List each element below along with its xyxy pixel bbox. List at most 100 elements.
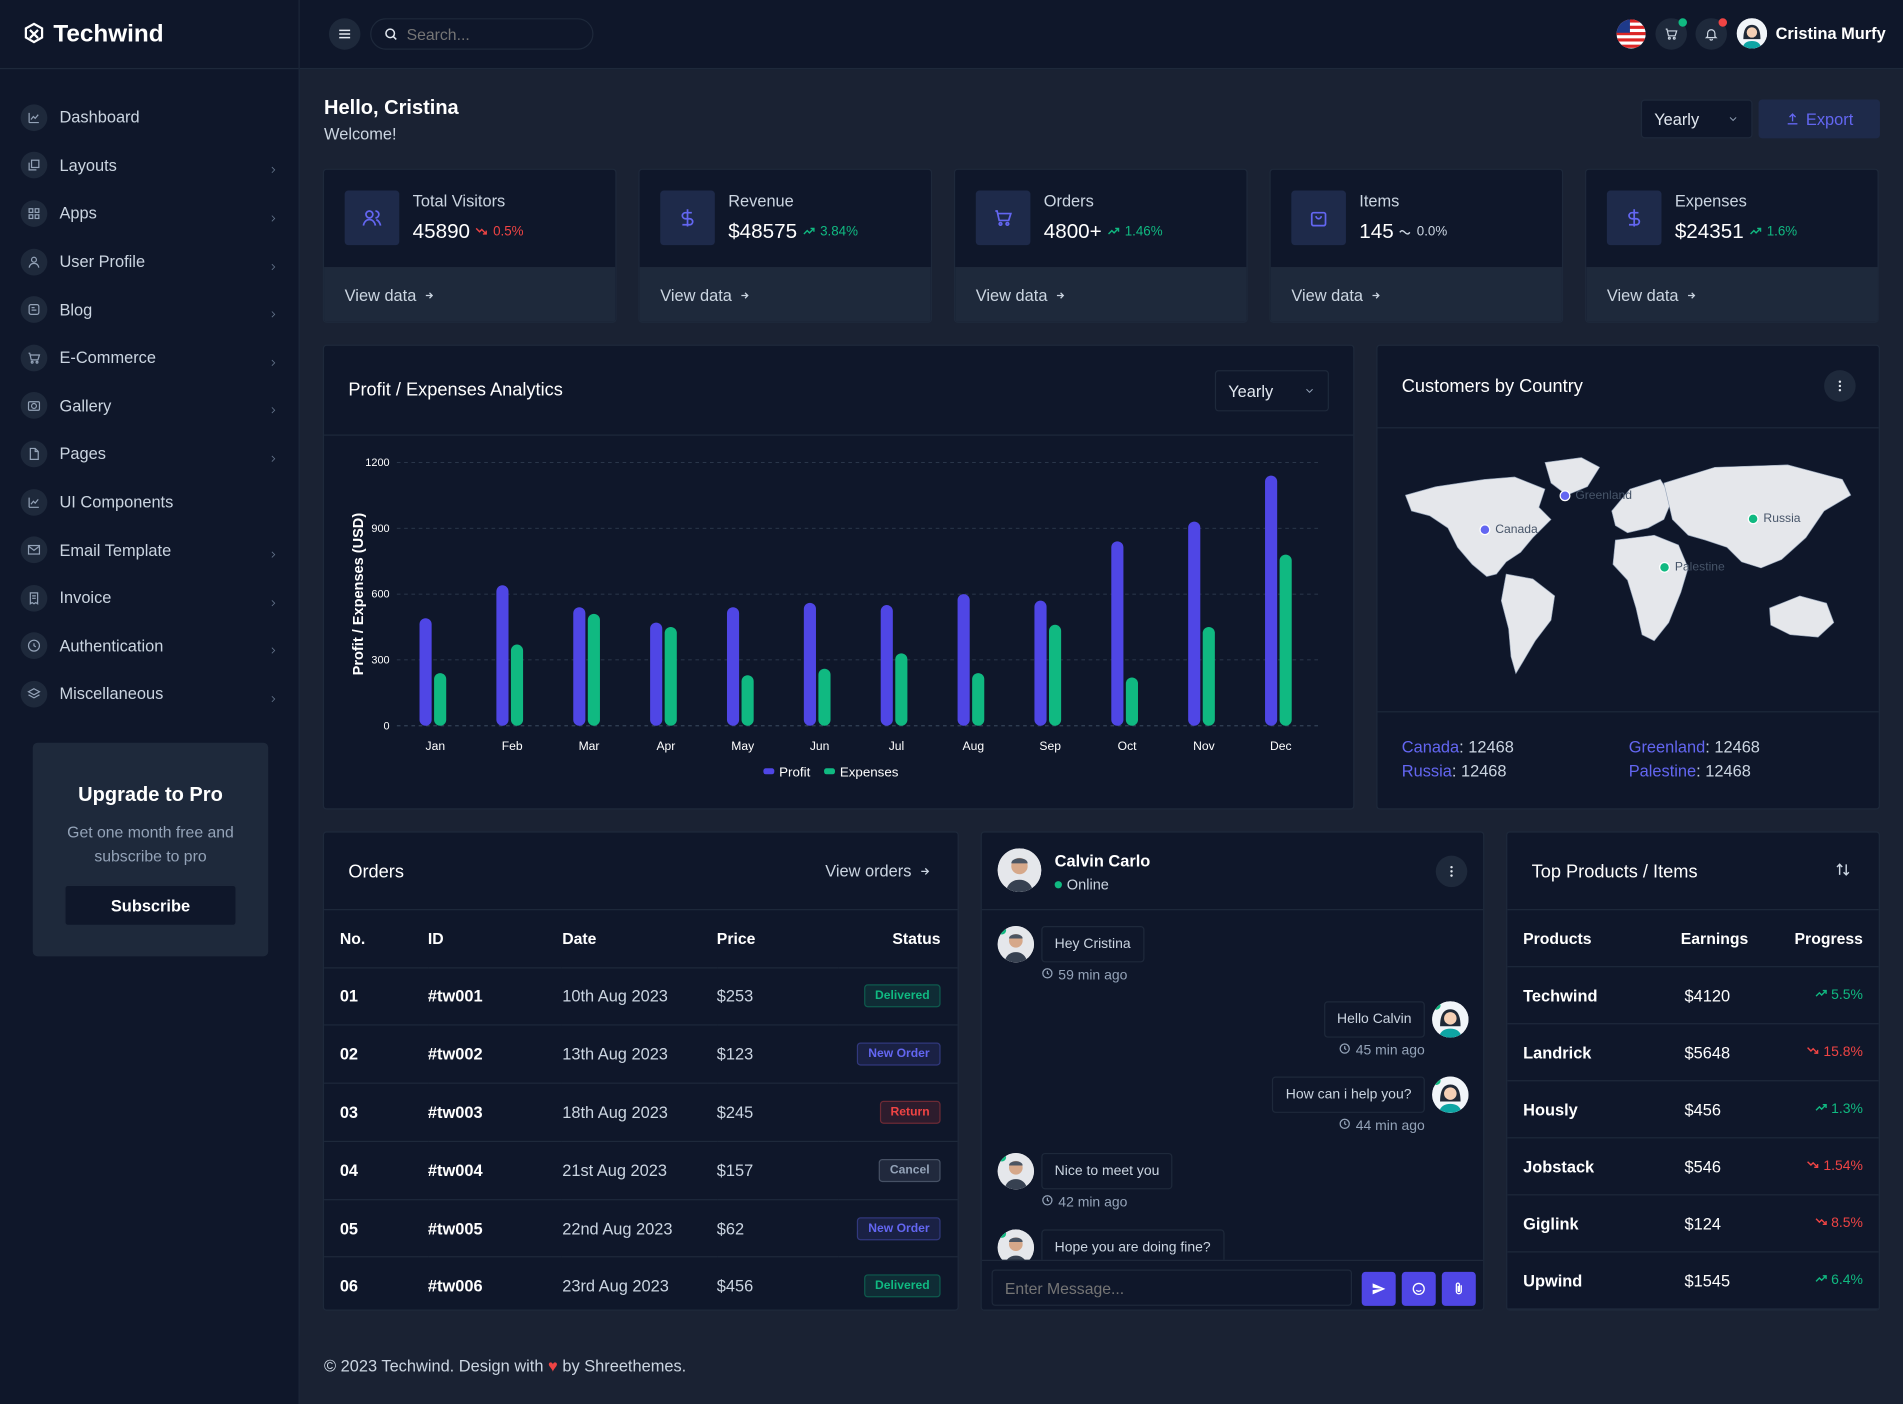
map-marker-russia[interactable]: Russia <box>1747 512 1801 526</box>
bar-profit-jan[interactable] <box>419 618 432 726</box>
emoji-button[interactable] <box>1401 1271 1436 1306</box>
marker-label: Greenland <box>1575 489 1632 503</box>
bar-profit-feb[interactable] <box>496 585 509 726</box>
notifications-button[interactable] <box>1695 18 1728 50</box>
bar-expenses-aug[interactable] <box>972 673 985 726</box>
bar-expenses-sep[interactable] <box>1048 624 1062 726</box>
table-row[interactable]: 06 #tw006 23rd Aug 2023 $456 Delivered <box>324 1257 958 1310</box>
bar-profit-aug[interactable] <box>957 594 970 726</box>
bar-profit-mar[interactable] <box>573 607 586 726</box>
view-data-link[interactable]: View data <box>1586 267 1878 322</box>
list-item[interactable]: Jobstack $546 1.54% <box>1507 1138 1879 1196</box>
view-data-link[interactable]: View data <box>955 267 1247 322</box>
bar-expenses-jan[interactable] <box>434 673 447 726</box>
menu-toggle-button[interactable] <box>328 18 361 50</box>
message-time: 42 min ago <box>1058 1194 1128 1210</box>
bar-expenses-jun[interactable] <box>818 668 831 726</box>
sidebar-item-invoice[interactable]: Invoice <box>0 574 299 622</box>
sidebar-item-miscellaneous[interactable]: Miscellaneous <box>0 670 299 718</box>
map-marker-canada[interactable]: Canada <box>1479 523 1538 536</box>
orders-table: No. ID Date Price Status 01 #tw001 10th Aug 202… <box>324 910 958 1310</box>
list-item[interactable]: Hously $456 1.3% <box>1507 1081 1879 1139</box>
bar-expenses-mar[interactable] <box>587 613 600 726</box>
bar-profit-jul[interactable] <box>880 605 893 726</box>
table-row[interactable]: 01 #tw001 10th Aug 2023 $253 Delivered <box>324 967 958 1026</box>
list-item[interactable]: Landrick $5648 15.8% <box>1507 1024 1879 1082</box>
stat-value: 145 <box>1359 219 1394 243</box>
order-price: $62 <box>716 1199 839 1258</box>
avatar-female-icon <box>1432 1001 1469 1038</box>
orders-header-row: No. ID Date Price Status <box>324 910 958 968</box>
bar-expenses-may[interactable] <box>741 675 754 726</box>
view-data-link[interactable]: View data <box>1270 267 1562 322</box>
bar-profit-nov[interactable] <box>1188 521 1201 726</box>
bar-expenses-dec[interactable] <box>1279 554 1292 726</box>
list-item[interactable]: Techwind $4120 5.5% <box>1507 967 1879 1025</box>
subscribe-button[interactable]: Subscribe <box>64 884 237 927</box>
sidebar-item-layouts[interactable]: Layouts <box>0 142 299 190</box>
status-badge: Delivered <box>864 984 941 1008</box>
order-price: $245 <box>716 1083 839 1142</box>
table-row[interactable]: 05 #tw005 22nd Aug 2023 $62 New Order <box>324 1199 958 1258</box>
country-name[interactable]: Canada <box>1401 737 1460 757</box>
bar-profit-jun[interactable] <box>803 602 816 726</box>
list-item[interactable]: Upwind $1545 6.4% <box>1507 1252 1879 1310</box>
chat-message-input[interactable] <box>991 1269 1353 1306</box>
chat-menu-button[interactable] <box>1435 855 1468 888</box>
search-input[interactable] <box>406 24 577 44</box>
table-row[interactable]: 04 #tw004 21st Aug 2023 $157 Cancel <box>324 1141 958 1200</box>
country-name[interactable]: Russia <box>1401 762 1452 781</box>
map-marker-greenland[interactable]: Greenland <box>1559 489 1632 503</box>
sidebar-item-apps[interactable]: Apps <box>0 190 299 238</box>
view-orders-link[interactable]: View orders <box>825 862 931 880</box>
search-box[interactable] <box>370 18 594 50</box>
sidebar-item-gallery[interactable]: Gallery <box>0 382 299 430</box>
attach-button[interactable] <box>1441 1271 1476 1306</box>
y-tick-label: 900 <box>371 523 389 535</box>
bar-expenses-apr[interactable] <box>664 627 677 726</box>
period-select[interactable]: Yearly <box>1640 99 1753 139</box>
country-name[interactable]: Palestine <box>1628 762 1697 781</box>
cart-button[interactable] <box>1655 18 1687 50</box>
send-button[interactable] <box>1361 1271 1396 1306</box>
sidebar-item-blog[interactable]: Blog <box>0 286 299 334</box>
list-item[interactable]: Giglink $124 8.5% <box>1507 1195 1879 1253</box>
stat-value: 45890 <box>412 219 471 243</box>
export-button[interactable]: Export <box>1758 99 1880 139</box>
bar-expenses-oct[interactable] <box>1125 677 1138 726</box>
chat-input-bar <box>981 1259 1484 1310</box>
message-bubble: Hello Calvin <box>1323 1001 1425 1038</box>
bar-profit-may[interactable] <box>726 607 740 726</box>
order-id: #tw002 <box>427 1025 563 1084</box>
user-menu[interactable]: Cristina Murfy <box>1736 18 1886 49</box>
view-data-link[interactable]: View data <box>639 267 931 322</box>
sidebar-item-dashboard[interactable]: Dashboard <box>0 93 299 141</box>
orders-card: Orders View orders No. ID Date Price Status 0… <box>322 831 959 1311</box>
bar-profit-oct[interactable] <box>1111 541 1124 726</box>
customers-menu-button[interactable] <box>1824 370 1856 402</box>
analytics-period-select[interactable]: Yearly <box>1214 370 1329 412</box>
sidebar-item-authentication[interactable]: Authentication <box>0 622 299 670</box>
bar-expenses-jul[interactable] <box>895 653 908 726</box>
logo-icon <box>24 22 44 44</box>
sidebar-item-user-profile[interactable]: User Profile <box>0 238 299 286</box>
sidebar-item-e-commerce[interactable]: E-Commerce <box>0 334 299 382</box>
sidebar-item-ui-components[interactable]: UI Components <box>0 478 299 526</box>
country-name[interactable]: Greenland <box>1628 737 1706 757</box>
sidebar-item-email-template[interactable]: Email Template <box>0 526 299 574</box>
sidebar-item-pages[interactable]: Pages <box>0 430 299 478</box>
map-marker-palestine[interactable]: Palestine <box>1659 561 1725 574</box>
brand-logo[interactable]: Techwind <box>0 0 299 70</box>
bar-expenses-nov[interactable] <box>1202 627 1215 726</box>
product-name: Hously <box>1523 1100 1578 1119</box>
bar-expenses-feb[interactable] <box>510 644 524 726</box>
bar-profit-apr[interactable] <box>650 622 663 726</box>
view-data-link[interactable]: View data <box>324 267 616 322</box>
sort-button[interactable] <box>1835 862 1851 884</box>
bar-profit-sep[interactable] <box>1034 600 1047 726</box>
table-row[interactable]: 02 #tw002 13th Aug 2023 $123 New Order <box>324 1025 958 1084</box>
message-bubble: How can i help you? <box>1272 1076 1425 1113</box>
language-button[interactable] <box>1615 18 1647 50</box>
table-row[interactable]: 03 #tw003 18th Aug 2023 $245 Return <box>324 1083 958 1142</box>
bar-profit-dec[interactable] <box>1265 475 1278 726</box>
